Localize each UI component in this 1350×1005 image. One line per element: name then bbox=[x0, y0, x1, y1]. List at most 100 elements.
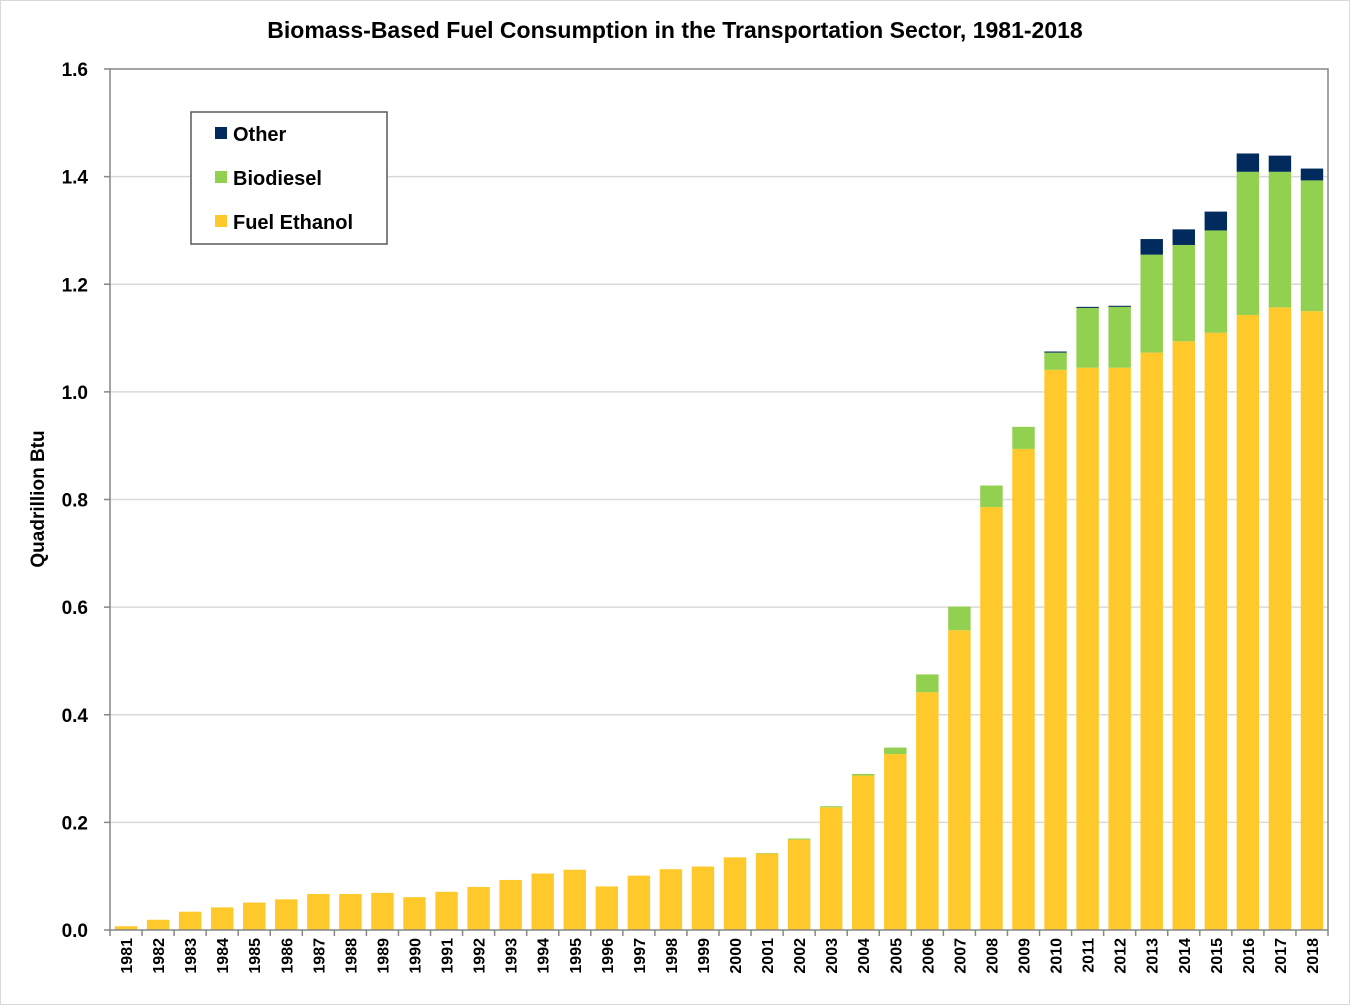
bar-biodiesel-2018 bbox=[1300, 180, 1324, 312]
bar-fuel-ethanol-2003 bbox=[819, 807, 843, 930]
bar-fuel-ethanol-1986 bbox=[275, 899, 298, 930]
legend-label-other: Other bbox=[233, 124, 287, 146]
bar-fuel-ethanol-2000 bbox=[723, 857, 747, 930]
x-tick-label: 2015 bbox=[1209, 938, 1226, 974]
y-axis-ticks: 0.0 0.2 0.4 0.6 0.8 1.0 1.2 1.4 1.6 bbox=[62, 60, 110, 942]
x-tick-label: 1981 bbox=[119, 938, 136, 974]
bar-fuel-ethanol-1987 bbox=[307, 893, 330, 930]
y-axis-label: Quadrillion Btu bbox=[28, 430, 49, 567]
bar-fuel-ethanol-2009 bbox=[1012, 448, 1035, 930]
bar-other-2016 bbox=[1236, 153, 1260, 172]
x-tick-label: 1990 bbox=[408, 938, 425, 974]
bar-fuel-ethanol-2010 bbox=[1044, 369, 1067, 930]
bar-fuel-ethanol-2004 bbox=[852, 775, 875, 930]
x-tick-label: 1992 bbox=[472, 938, 489, 974]
bar-fuel-ethanol-2005 bbox=[884, 754, 907, 930]
legend: Other Biodiesel Fuel Ethanol bbox=[190, 111, 388, 245]
y-tick-label: 0.8 bbox=[62, 491, 88, 512]
bar-other-2011 bbox=[1076, 306, 1099, 308]
bar-biodiesel-2006 bbox=[916, 674, 939, 693]
bar-fuel-ethanol-1998 bbox=[659, 869, 683, 930]
legend-label-biodiesel: Biodiesel bbox=[233, 168, 322, 190]
x-tick-label: 2012 bbox=[1113, 938, 1130, 974]
x-tick-label: 2008 bbox=[984, 938, 1001, 974]
bar-biodiesel-2001 bbox=[755, 853, 779, 854]
y-tick-label: 0.4 bbox=[62, 706, 89, 727]
x-tick-label: 2004 bbox=[856, 938, 873, 974]
x-tick-label: 1988 bbox=[343, 938, 360, 974]
x-tick-label: 2010 bbox=[1049, 938, 1066, 974]
x-tick-label: 2011 bbox=[1081, 938, 1098, 973]
x-tick-label: 1996 bbox=[600, 938, 617, 974]
bar-biodiesel-2014 bbox=[1172, 244, 1195, 342]
bar-fuel-ethanol-1995 bbox=[563, 869, 586, 930]
x-tick-label: 2007 bbox=[952, 938, 969, 974]
bar-biodiesel-2012 bbox=[1108, 306, 1131, 368]
legend-swatch-biodiesel bbox=[215, 171, 227, 183]
x-tick-label: 2002 bbox=[792, 938, 809, 974]
bar-biodiesel-2007 bbox=[948, 606, 971, 631]
bar-fuel-ethanol-1994 bbox=[531, 873, 554, 930]
bar-biodiesel-2011 bbox=[1076, 307, 1099, 368]
x-tick-label: 1991 bbox=[440, 938, 457, 974]
bar-biodiesel-2005 bbox=[884, 747, 907, 755]
bar-fuel-ethanol-2002 bbox=[787, 839, 811, 930]
y-tick-label: 0.0 bbox=[62, 921, 88, 942]
x-tick-label: 1987 bbox=[311, 938, 328, 974]
x-tick-label: 1998 bbox=[664, 938, 681, 974]
bar-biodiesel-2013 bbox=[1140, 254, 1163, 353]
bar-other-2012 bbox=[1108, 305, 1131, 307]
y-tick-label: 1.4 bbox=[62, 168, 89, 189]
bar-fuel-ethanol-2013 bbox=[1140, 352, 1163, 930]
bar-fuel-ethanol-2011 bbox=[1076, 367, 1099, 930]
x-tick-label: 2017 bbox=[1273, 938, 1290, 974]
y-tick-label: 1.6 bbox=[62, 60, 88, 81]
bar-biodiesel-2010 bbox=[1044, 352, 1067, 370]
bar-biodiesel-2015 bbox=[1204, 230, 1228, 333]
bar-fuel-ethanol-2016 bbox=[1236, 314, 1260, 931]
bar-biodiesel-2004 bbox=[852, 773, 875, 776]
bar-fuel-ethanol-2006 bbox=[916, 692, 939, 930]
x-tick-label: 2001 bbox=[760, 938, 777, 974]
x-tick-label: 1995 bbox=[568, 938, 585, 974]
y-tick-label: 0.6 bbox=[62, 598, 88, 619]
bar-fuel-ethanol-1983 bbox=[178, 911, 202, 930]
bar-biodiesel-2002 bbox=[787, 838, 811, 840]
bar-fuel-ethanol-2008 bbox=[980, 507, 1003, 930]
x-tick-label: 2000 bbox=[728, 938, 745, 974]
bar-fuel-ethanol-2018 bbox=[1300, 311, 1324, 930]
bar-fuel-ethanol-1991 bbox=[435, 891, 458, 930]
x-tick-label: 2014 bbox=[1177, 938, 1194, 974]
y-tick-label: 0.2 bbox=[62, 813, 88, 834]
bar-other-2015 bbox=[1204, 211, 1228, 231]
bar-fuel-ethanol-1981 bbox=[114, 926, 138, 930]
bar-biodiesel-2008 bbox=[980, 485, 1003, 508]
bar-fuel-ethanol-1999 bbox=[691, 866, 715, 930]
bar-other-2014 bbox=[1172, 229, 1195, 245]
bar-fuel-ethanol-2015 bbox=[1204, 332, 1228, 930]
bars bbox=[114, 153, 1324, 931]
x-tick-label: 1985 bbox=[247, 938, 264, 974]
x-tick-label: 1982 bbox=[151, 938, 168, 974]
x-tick-label: 2005 bbox=[888, 938, 905, 974]
bar-fuel-ethanol-2014 bbox=[1172, 341, 1195, 930]
bar-other-2010 bbox=[1044, 351, 1067, 353]
bar-other-2017 bbox=[1268, 155, 1292, 172]
x-tick-label: 2006 bbox=[920, 938, 937, 974]
x-tick-label: 2003 bbox=[824, 938, 841, 974]
bar-fuel-ethanol-2012 bbox=[1108, 367, 1131, 930]
legend-swatch-other bbox=[215, 127, 227, 139]
x-tick-label: 1983 bbox=[183, 938, 200, 974]
bar-biodiesel-2017 bbox=[1268, 171, 1292, 308]
legend-swatch-fuel-ethanol bbox=[215, 215, 227, 227]
bar-biodiesel-2003 bbox=[819, 806, 843, 808]
bar-fuel-ethanol-1989 bbox=[371, 892, 394, 930]
bar-fuel-ethanol-1985 bbox=[243, 902, 266, 930]
x-tick-label: 1994 bbox=[536, 938, 553, 974]
bar-fuel-ethanol-2017 bbox=[1268, 307, 1292, 930]
bar-fuel-ethanol-1993 bbox=[499, 879, 522, 930]
bar-fuel-ethanol-1996 bbox=[595, 886, 619, 930]
x-tick-label: 1986 bbox=[279, 938, 296, 974]
bar-other-2018 bbox=[1300, 168, 1324, 181]
